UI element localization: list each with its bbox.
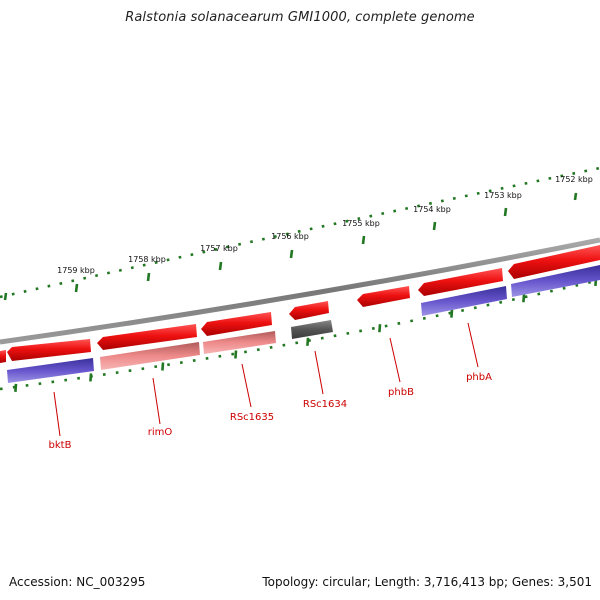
inner-major-ticks <box>14 277 598 392</box>
genome-summary: Topology: circular; Length: 3,716,413 bp… <box>262 575 592 589</box>
tick-label: 1753 kbp <box>484 191 522 200</box>
gene-RSc1634-track <box>291 320 333 339</box>
cds-track <box>0 245 600 363</box>
inner-major-tick <box>522 294 526 303</box>
cds-phbB <box>357 286 410 307</box>
cds-RSc1634 <box>289 301 329 320</box>
tick-label: 1754 kbp <box>413 205 451 214</box>
gene-label-RSc1634: RSc1634 <box>303 399 347 410</box>
gene-label-RSc1635: RSc1635 <box>230 412 274 423</box>
inner-major-tick <box>378 324 382 333</box>
tick-label: 1756 kbp <box>271 232 309 241</box>
gene-label-rimO: rimO <box>148 427 173 438</box>
gene-phbA-track <box>421 286 507 316</box>
cds-rimO <box>97 324 197 350</box>
scale-tick-1757: 1757 kbp <box>200 244 238 271</box>
tick-label: 1758 kbp <box>128 255 166 264</box>
inner-major-tick <box>89 373 93 382</box>
scale-tick-1752: 1752 kbp <box>555 175 593 201</box>
accession-label: Accession: NC_003295 <box>9 575 146 589</box>
gene-label-phbA: phbA <box>466 372 492 383</box>
gene-label-phbB: phbB <box>388 387 414 398</box>
cds-bktB <box>7 339 91 361</box>
scale-tick-1759: 1759 kbp <box>57 266 95 293</box>
gene-next-track <box>511 265 600 297</box>
scale-tick-1754: 1754 kbp <box>413 205 451 231</box>
scale-tick-1758: 1758 kbp <box>128 255 166 282</box>
gene-rimO-track <box>100 342 200 370</box>
map-title: Ralstonia solanacearum GMI1000, complete… <box>125 10 475 25</box>
tick-label: 1759 kbp <box>57 266 95 275</box>
scale-tick-1755: 1755 kbp <box>342 219 380 245</box>
cds-phbA <box>418 268 503 296</box>
scale-tick-1753: 1753 kbp <box>484 191 522 217</box>
tick-label: 1755 kbp <box>342 219 380 228</box>
gene-labels: bktB rimO RSc1635 RSc1634 phbB phbA <box>49 322 492 451</box>
genome-backbone <box>0 237 600 345</box>
cds-RSc1635 <box>201 312 272 336</box>
tick-label: 1752 kbp <box>555 175 593 184</box>
scale-track-outer <box>0 166 600 299</box>
gene-label-bktB: bktB <box>49 440 72 451</box>
scale-tick-1756: 1756 kbp <box>271 232 309 259</box>
inner-major-tick <box>161 362 165 371</box>
inner-major-tick <box>234 350 238 359</box>
gene-track <box>7 265 600 383</box>
cds-bktB-feature <box>0 350 6 363</box>
inner-major-tick <box>306 337 310 346</box>
tick-label: 1757 kbp <box>200 244 238 253</box>
inner-major-tick <box>14 383 18 392</box>
scale-ticks: 1752 kbp 1753 kbp 1754 kbp 1755 kbp 1756… <box>3 175 593 301</box>
gene-RSc1635-track <box>203 331 276 354</box>
inner-major-tick <box>450 309 454 318</box>
gene-bktB-track <box>7 358 94 383</box>
cds-next-gene <box>508 245 600 279</box>
